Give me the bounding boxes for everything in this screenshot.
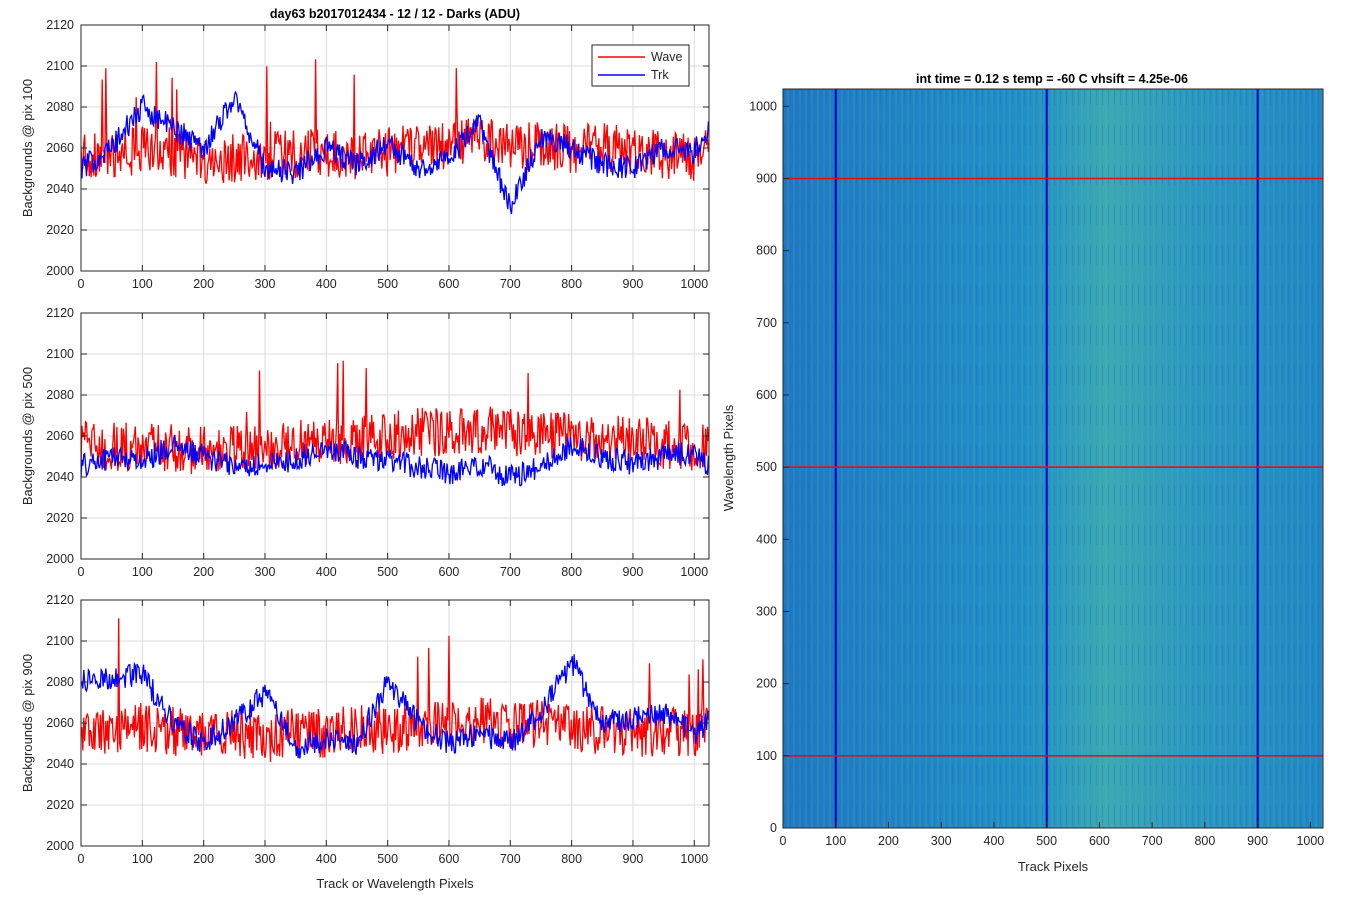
y-tick-label: 2040 [46, 182, 74, 196]
heatmap-y-tick-label: 400 [756, 532, 777, 546]
x-tick-label: 300 [255, 565, 276, 579]
x-tick-label: 500 [377, 277, 398, 291]
y-tick-label: 2020 [46, 511, 74, 525]
x-tick-label: 600 [439, 277, 460, 291]
line-panel-pix-500: 0 100 200 300 400 500 600 700 800 900 1000 2000 2020… [46, 306, 710, 579]
x-tick-label: 300 [255, 852, 276, 866]
heatmap-x-axis-label: Track Pixels [1018, 859, 1089, 874]
y-tick-label: 2040 [46, 757, 74, 771]
x-tick-label: 900 [623, 565, 644, 579]
y-tick-label: 2120 [46, 593, 74, 607]
x-tick-label: 100 [132, 565, 153, 579]
y-tick-label: 2120 [46, 306, 74, 320]
series-line-wave [81, 59, 709, 184]
x-tick-label: 700 [500, 277, 521, 291]
x-tick-label: 400 [316, 852, 337, 866]
x-tick-label: 500 [377, 852, 398, 866]
x-tick-label: 900 [623, 852, 644, 866]
x-tick-label: 200 [193, 565, 214, 579]
line-panel-pix-900: 0 100 200 300 400 500 600 700 800 900 1000 2000 2020… [46, 593, 710, 866]
x-tick-label: 600 [439, 565, 460, 579]
legend: Wave Trk [591, 44, 690, 87]
heatmap-x-tick-label: 200 [878, 834, 899, 848]
heatmap-x-tick-label: 600 [1089, 834, 1110, 848]
heatmap-title: int time = 0.12 s temp = -60 C vhsift = … [916, 72, 1188, 86]
x-tick-label: 1000 [680, 277, 708, 291]
x-tick-label: 0 [78, 277, 85, 291]
x-tick-label: 1000 [680, 565, 708, 579]
heatmap-y-tick-label: 900 [756, 171, 777, 185]
heatmap-x-tick-label: 0 [780, 834, 787, 848]
legend-label-wave: Wave [651, 50, 683, 64]
y-tick-label: 2060 [46, 429, 74, 443]
y-tick-label: 2100 [46, 59, 74, 73]
heatmap-y-tick-label: 200 [756, 677, 777, 691]
x-tick-label: 600 [439, 852, 460, 866]
chart-title: day63 b2017012434 - 12 / 12 - Darks (ADU… [270, 7, 520, 21]
x-tick-label: 700 [500, 852, 521, 866]
y-axis-label-pix-900: Backgrounds @ pix 900 [20, 654, 35, 792]
y-tick-label: 2000 [46, 839, 74, 853]
x-tick-label: 0 [78, 565, 85, 579]
heatmap-y-axis-label: Wavelength Pixels [721, 404, 736, 511]
heatmap-x-tick-label: 300 [931, 834, 952, 848]
heatmap-y-tick-label: 500 [756, 460, 777, 474]
y-tick-label: 2060 [46, 141, 74, 155]
y-tick-label: 2020 [46, 798, 74, 812]
y-tick-label: 2080 [46, 388, 74, 402]
heatmap-x-tick-label: 800 [1194, 834, 1215, 848]
y-tick-label: 2000 [46, 552, 74, 566]
x-tick-label: 300 [255, 277, 276, 291]
heatmap-x-tick-label: 500 [1036, 834, 1057, 848]
heatmap-y-tick-label: 700 [756, 316, 777, 330]
y-tick-label: 2060 [46, 716, 74, 730]
x-axis-label-line: Track or Wavelength Pixels [316, 876, 474, 891]
x-tick-label: 800 [561, 852, 582, 866]
x-tick-label: 400 [316, 277, 337, 291]
y-tick-label: 2100 [46, 347, 74, 361]
x-tick-label: 1000 [680, 852, 708, 866]
y-tick-label: 2080 [46, 675, 74, 689]
x-tick-label: 0 [78, 852, 85, 866]
y-tick-label: 2020 [46, 223, 74, 237]
x-tick-label: 500 [377, 565, 398, 579]
x-tick-label: 800 [561, 565, 582, 579]
y-tick-label: 2040 [46, 470, 74, 484]
heatmap-texture [783, 89, 1323, 828]
legend-label-trk: Trk [651, 68, 669, 82]
y-axis-label-pix-100: Backgrounds @ pix 100 [20, 79, 35, 217]
x-tick-label: 100 [132, 277, 153, 291]
heatmap-x-tick-label: 900 [1247, 834, 1268, 848]
x-tick-label: 700 [500, 565, 521, 579]
x-tick-label: 900 [623, 277, 644, 291]
series-line-trk [81, 90, 709, 215]
y-tick-label: 2100 [46, 634, 74, 648]
y-axis-label-pix-500: Backgrounds @ pix 500 [20, 367, 35, 505]
heatmap-x-tick-label: 100 [825, 834, 846, 848]
heatmap-x-tick-label: 400 [984, 834, 1005, 848]
heatmap-x-tick-label: 1000 [1296, 834, 1324, 848]
series-line-trk [81, 434, 709, 487]
x-tick-label: 800 [561, 277, 582, 291]
y-tick-label: 2000 [46, 264, 74, 278]
series-line-trk [81, 654, 709, 759]
series-line-wave [81, 618, 709, 763]
x-tick-label: 400 [316, 565, 337, 579]
heatmap-y-tick-label: 100 [756, 749, 777, 763]
heatmap-y-tick-label: 600 [756, 388, 777, 402]
heatmap-y-tick-label: 800 [756, 244, 777, 258]
heatmap-x-tick-label: 700 [1142, 834, 1163, 848]
x-tick-label: 200 [193, 277, 214, 291]
heatmap-y-tick-label: 0 [770, 821, 777, 835]
heatmap-y-tick-label: 300 [756, 604, 777, 618]
x-tick-label: 200 [193, 852, 214, 866]
heatmap-y-tick-label: 1000 [749, 99, 777, 113]
y-tick-label: 2080 [46, 100, 74, 114]
y-tick-label: 2120 [46, 18, 74, 32]
x-tick-label: 100 [132, 852, 153, 866]
heatmap-panel: int time = 0.12 s temp = -60 C vhsift = … [721, 72, 1324, 874]
